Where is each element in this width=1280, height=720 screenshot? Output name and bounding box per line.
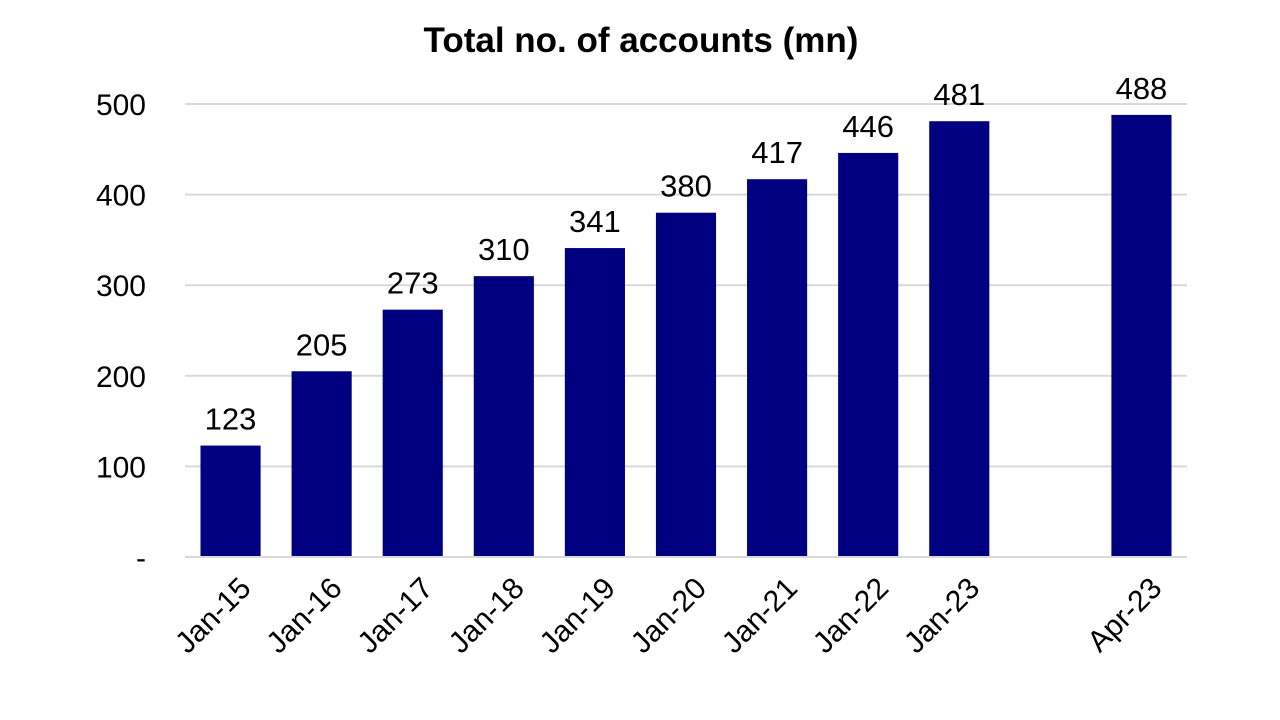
x-tick-label: Jan-15	[169, 572, 257, 660]
data-label: 273	[387, 266, 439, 301]
y-tick-label: 100	[96, 451, 146, 484]
x-tick-label: Jan-17	[351, 572, 439, 660]
y-tick-label: 400	[96, 180, 146, 213]
y-tick-label: 500	[96, 89, 146, 122]
bar	[1111, 114, 1172, 557]
data-label: 417	[751, 135, 803, 170]
data-label: 341	[569, 204, 621, 239]
bar	[291, 371, 352, 557]
x-tick-label: Jan-16	[260, 572, 348, 660]
x-axis-tick-labels: Jan-15 Jan-16 Jan-17 Jan-18 Jan-19 Jan-20 Jan-…	[169, 572, 1168, 660]
y-axis-tick-labels: - 100 200 300 400 500	[96, 89, 146, 575]
bar	[564, 248, 625, 557]
x-tick-label: Jan-21	[716, 572, 804, 660]
bar	[929, 121, 990, 558]
x-tick-label: Apr-23	[1081, 572, 1168, 659]
x-tick-label: Jan-22	[807, 572, 895, 660]
bar	[382, 309, 443, 557]
chart-title: Total no. of accounts (mn)	[424, 21, 859, 60]
bar	[200, 445, 261, 557]
data-label: 380	[660, 169, 712, 204]
data-label: 123	[205, 402, 257, 437]
bar	[473, 276, 534, 557]
bars	[200, 114, 1172, 558]
data-label: 446	[842, 109, 894, 144]
x-tick-label: Jan-23	[898, 572, 986, 660]
y-tick-label: 300	[96, 270, 146, 303]
y-tick-label: -	[136, 542, 146, 575]
x-tick-label: Jan-19	[534, 572, 622, 660]
data-label: 481	[933, 77, 985, 112]
bar	[838, 152, 899, 557]
bar	[655, 212, 717, 557]
data-labels: 123 205 273 310 341 380 417 446 481 488	[205, 71, 1168, 437]
x-tick-label: Jan-20	[625, 572, 713, 660]
y-tick-label: 200	[96, 361, 146, 394]
bar	[747, 179, 808, 557]
data-label: 310	[478, 232, 530, 267]
x-tick-label: Jan-18	[443, 572, 531, 660]
data-label: 205	[296, 327, 348, 362]
data-label: 488	[1116, 71, 1168, 106]
